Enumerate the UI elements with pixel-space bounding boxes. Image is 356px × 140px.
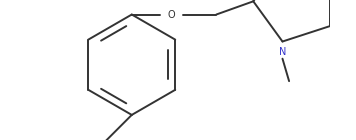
Text: O: O xyxy=(168,10,175,19)
Text: N: N xyxy=(279,47,286,57)
